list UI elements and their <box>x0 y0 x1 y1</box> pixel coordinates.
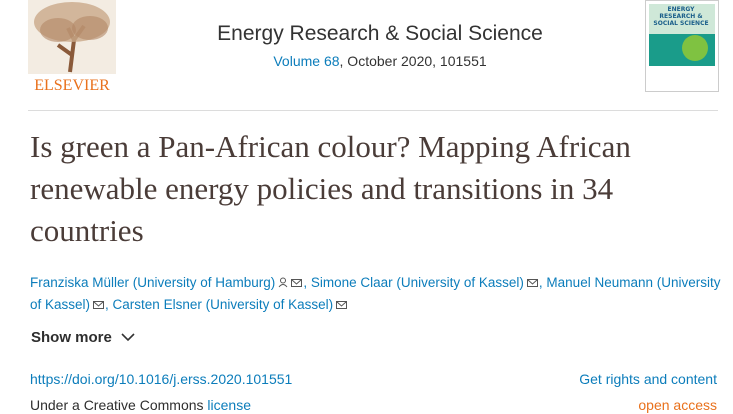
show-more-label[interactable]: Show more <box>31 329 112 346</box>
authors: Franziska Müller (University of Hamburg)… <box>30 275 721 312</box>
mail-icon[interactable] <box>336 300 348 310</box>
article-title: Is green a Pan-African colour? Mapping A… <box>30 129 631 248</box>
mail-icon[interactable] <box>93 300 105 310</box>
author[interactable]: Simone Claar (University of Kassel) <box>310 275 524 290</box>
license-line: Under a Creative Commons license <box>30 397 251 413</box>
doi-link[interactable]: https://doi.org/10.1016/j.erss.2020.1015… <box>30 371 293 387</box>
cover-title: ENERGY RESEARCH & SOCIAL SCIENCE <box>653 6 709 27</box>
volume-link[interactable]: Volume 68 <box>273 53 340 69</box>
publisher: ELSEVIER <box>34 77 110 94</box>
show-more[interactable]: Show more <box>31 329 136 346</box>
volume-line: Volume 68, October 2020, 101551 <box>0 53 733 69</box>
person-icon <box>278 277 288 288</box>
journal-cover[interactable]: ENERGY RESEARCH & SOCIAL SCIENCE <box>645 0 719 92</box>
author[interactable]: Manuel Neumann (University of Kassel) <box>30 275 721 312</box>
journal-title[interactable]: Energy Research & Social Science <box>217 22 543 45</box>
elsevier-logo[interactable]: ELSEVIER <box>28 0 116 95</box>
divider <box>28 110 718 111</box>
chevron <box>121 333 135 342</box>
author[interactable]: Carsten Elsner (University of Kassel) <box>112 297 334 312</box>
rights-link[interactable]: Get rights and content <box>579 371 717 387</box>
license-link[interactable]: license <box>207 397 251 413</box>
license-prefix: Under a Creative Commons <box>30 397 204 413</box>
author[interactable]: Franziska Müller (University of Hamburg) <box>30 275 276 290</box>
mail-icon[interactable] <box>526 278 539 288</box>
mail-icon[interactable] <box>291 278 303 288</box>
citation: , October 2020, 101551 <box>339 53 487 69</box>
open-access: open access <box>638 397 717 413</box>
